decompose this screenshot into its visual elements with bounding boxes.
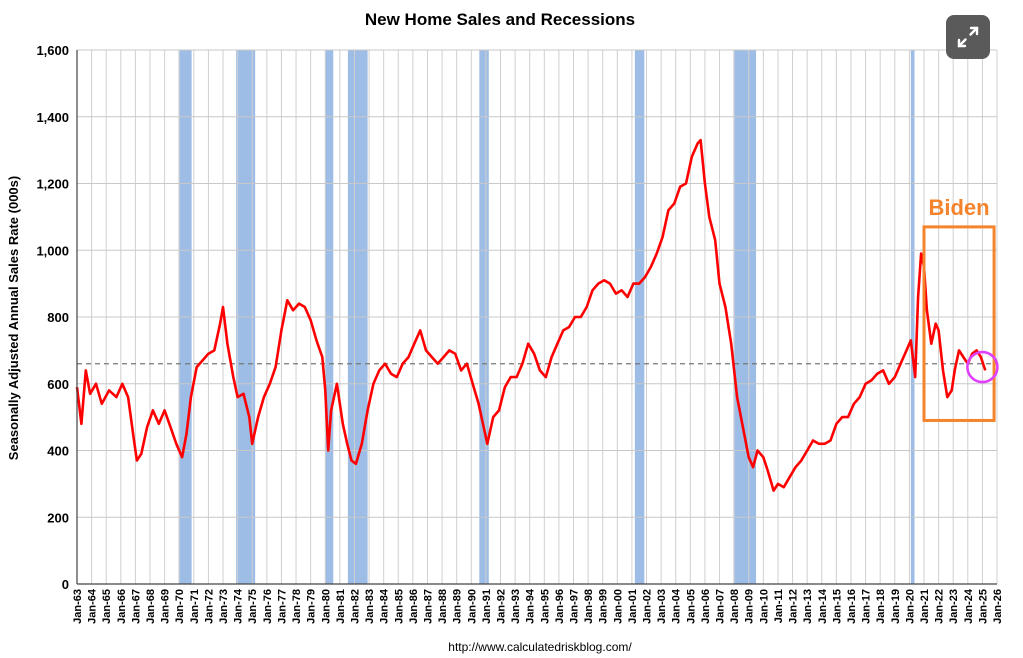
x-tick-label: Jan-24 [963, 588, 975, 624]
y-tick-label: 1,000 [36, 243, 69, 258]
x-tick-label: Jan-91 [481, 589, 493, 624]
x-tick-label: Jan-84 [379, 588, 391, 624]
axes [76, 50, 997, 585]
x-tick-label: Jan-22 [934, 589, 946, 624]
x-tick-label: Jan-05 [685, 589, 697, 624]
y-tick-label: 1,200 [36, 177, 69, 192]
x-tick-label: Jan-17 [861, 589, 873, 624]
expand-icon [957, 26, 979, 48]
x-tick-label: Jan-00 [612, 589, 624, 624]
x-tick-label: Jan-90 [466, 589, 478, 624]
y-tick-labels: 0 200 400 600 800 1,000 1,200 1,400 1,600 [36, 43, 69, 592]
x-tick-label: Jan-25 [977, 589, 989, 624]
x-tick-label: Jan-85 [393, 589, 405, 624]
x-tick-label: Jan-15 [831, 589, 843, 624]
expand-button[interactable] [946, 15, 990, 59]
x-tick-label: Jan-79 [306, 589, 318, 624]
biden-box [922, 225, 996, 422]
x-tick-label: Jan-98 [583, 589, 595, 624]
x-tick-label: Jan-82 [350, 589, 362, 624]
x-tick-label: Jan-64 [87, 588, 99, 624]
grid-lines [76, 49, 998, 585]
chart-title: New Home Sales and Recessions [365, 10, 635, 29]
x-tick-label: Jan-19 [890, 589, 902, 624]
x-tick-label: Jan-96 [554, 589, 566, 624]
x-tick-label: Jan-83 [364, 589, 376, 624]
x-tick-label: Jan-99 [598, 589, 610, 624]
x-tick-label: Jan-77 [276, 589, 288, 624]
x-tick-label: Jan-20 [904, 589, 916, 624]
x-tick-label: Jan-94 [525, 588, 537, 624]
x-tick-label: Jan-02 [642, 589, 654, 624]
x-tick-label: Jan-87 [423, 589, 435, 624]
series-line [75, 138, 987, 492]
y-tick-label: 1,600 [36, 43, 69, 58]
annotations: Biden [922, 195, 999, 422]
x-tick-label: Jan-01 [627, 589, 639, 624]
y-tick-label: 600 [47, 377, 69, 392]
x-tick-label: Jan-93 [510, 589, 522, 624]
x-tick-label: Jan-97 [569, 589, 581, 624]
x-tick-label: Jan-72 [203, 589, 215, 624]
x-tick-label: Jan-18 [875, 589, 887, 624]
x-tick-label: Jan-78 [291, 589, 303, 624]
x-tick-label: Jan-14 [817, 588, 829, 624]
x-tick-label: Jan-13 [802, 589, 814, 624]
x-tick-label: Jan-66 [116, 589, 128, 624]
x-tick-label: Jan-76 [262, 589, 274, 624]
highlight-circle [966, 350, 999, 384]
x-tick-label: Jan-06 [700, 589, 712, 624]
x-tick-label: Jan-03 [656, 589, 668, 624]
x-tick-label: Jan-23 [948, 589, 960, 624]
series-lines [75, 138, 987, 492]
x-tick-label: Jan-65 [101, 589, 113, 624]
biden-label: Biden [928, 195, 989, 220]
x-tick-label: Jan-63 [72, 589, 84, 624]
y-tick-label: 1,400 [36, 110, 69, 125]
y-tick-label: 0 [62, 577, 69, 592]
x-tick-label: Jan-08 [729, 589, 741, 624]
x-tick-label: Jan-21 [919, 589, 931, 624]
x-tick-label: Jan-26 [992, 589, 1004, 624]
y-axis-label: Seasonally Adjusted Annual Sales Rate (0… [6, 176, 21, 460]
x-tick-label: Jan-04 [671, 588, 683, 624]
x-tick-labels: Jan-63 Jan-64 Jan-65 Jan-66 Jan-67 Jan-68 Jan-… [72, 588, 1004, 624]
x-tick-label: Jan-12 [788, 589, 800, 624]
x-tick-label: Jan-73 [218, 589, 230, 624]
x-tick-label: Jan-88 [437, 589, 449, 624]
x-tick-label: Jan-70 [174, 589, 186, 624]
x-tick-label: Jan-67 [130, 589, 142, 624]
x-tick-label: Jan-95 [539, 589, 551, 624]
x-tick-label: Jan-86 [408, 589, 420, 624]
x-tick-label: Jan-92 [496, 589, 508, 624]
source-url: http://www.calculatedriskblog.com/ [448, 640, 632, 654]
y-tick-label: 800 [47, 310, 69, 325]
x-tick-label: Jan-16 [846, 589, 858, 624]
x-tick-label: Jan-69 [160, 589, 172, 624]
x-tick-label: Jan-10 [758, 589, 770, 624]
x-tick-label: Jan-80 [320, 589, 332, 624]
y-tick-label: 200 [47, 510, 69, 525]
x-tick-label: Jan-11 [773, 589, 785, 623]
x-tick-label: Jan-89 [452, 589, 464, 624]
y-tick-label: 400 [47, 444, 69, 459]
x-tick-label: Jan-75 [247, 589, 259, 624]
x-tick-label: Jan-68 [145, 589, 157, 624]
x-tick-label: Jan-09 [744, 589, 756, 624]
x-tick-label: Jan-07 [715, 589, 727, 624]
x-tick-label: Jan-74 [233, 588, 245, 624]
x-tick-label: Jan-81 [335, 589, 347, 624]
x-tick-label: Jan-71 [189, 589, 201, 624]
